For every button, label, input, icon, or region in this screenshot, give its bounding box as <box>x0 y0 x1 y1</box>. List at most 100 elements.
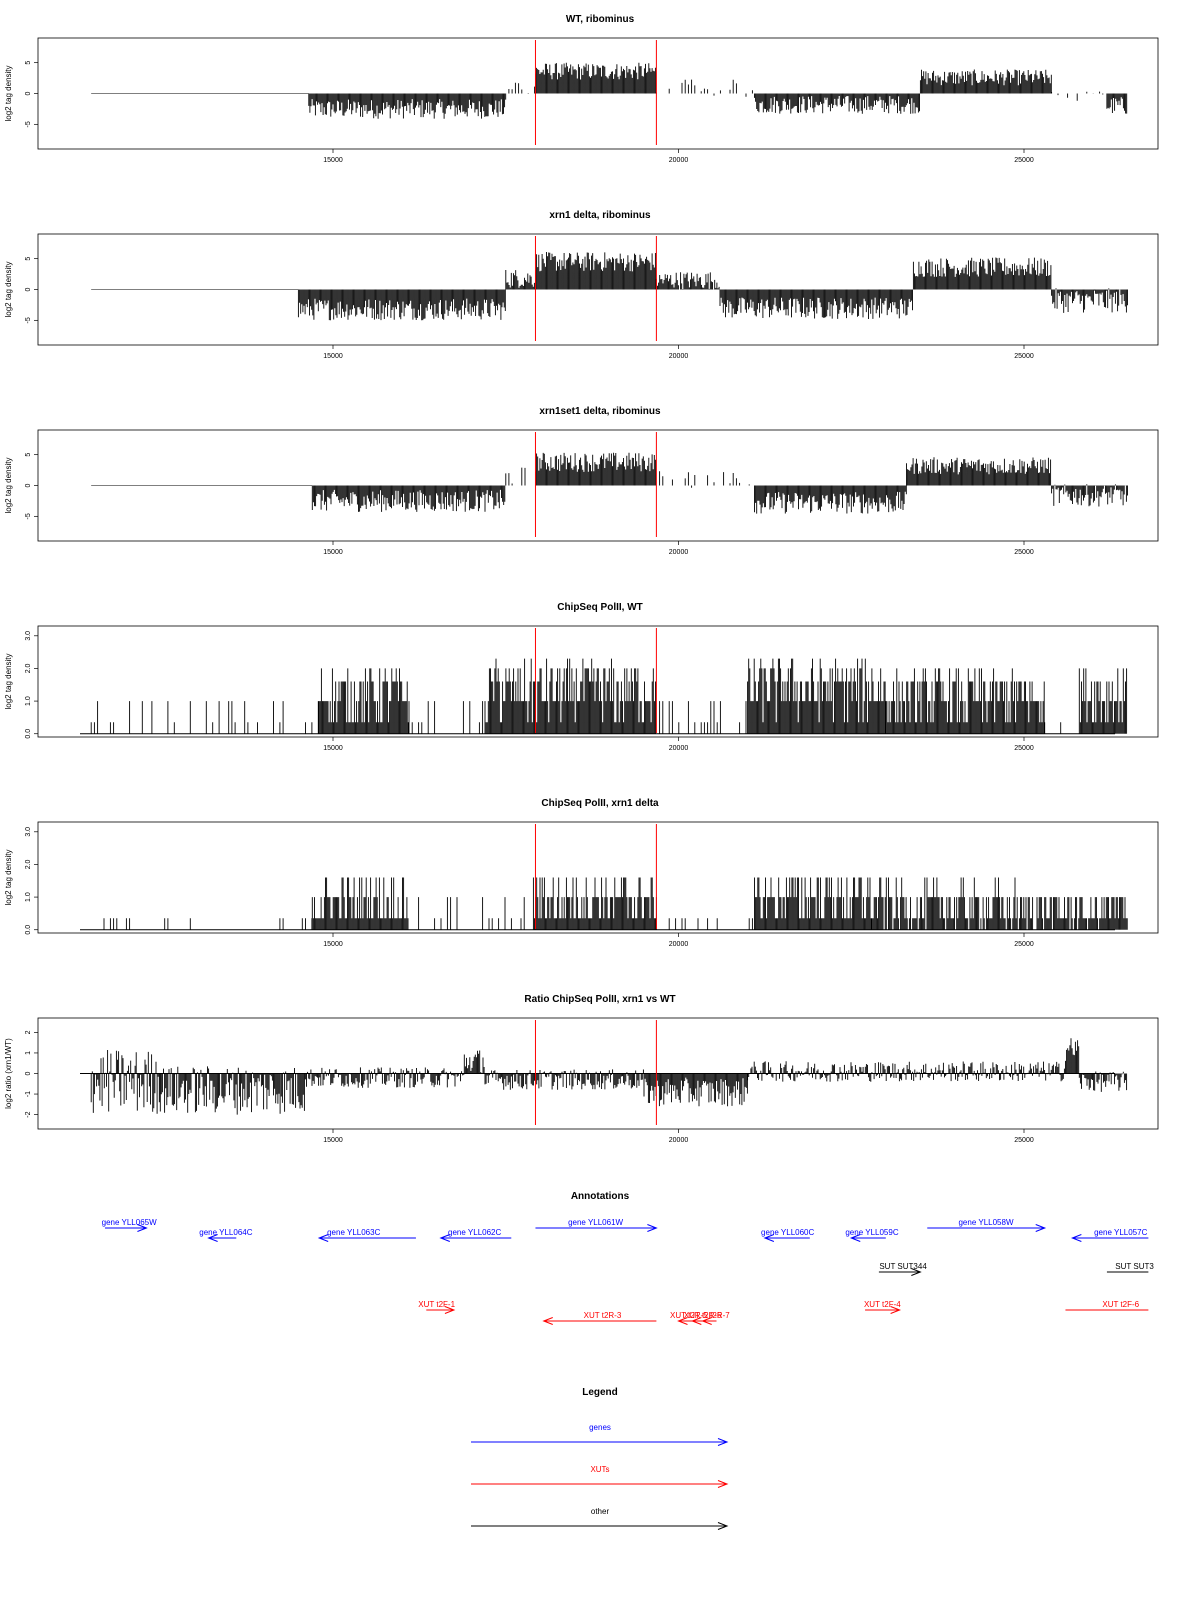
x-tick-label: 15000 <box>323 353 343 360</box>
feature-label: gene YLL060C <box>761 1228 814 1237</box>
x-axis: 15000 20000 25000 <box>323 345 1034 360</box>
y-axis: 0.0 1.0 2.0 3.0 <box>25 827 38 935</box>
y-tick-label: 5 <box>25 453 32 457</box>
panel-6: Ratio ChipSeq PolII, xrn1 vs WT log2 rati… <box>4 994 1159 1144</box>
x-tick-label: 20000 <box>669 549 689 556</box>
y-tick-label: -5 <box>25 121 32 127</box>
x-axis: 15000 20000 25000 <box>323 933 1034 948</box>
y-tick-label: -1 <box>25 1091 32 1097</box>
feature-label: XUT t2R-5 <box>670 1311 708 1320</box>
feature-label: gene YLL061W <box>568 1218 623 1227</box>
panel-2: xrn1 delta, ribominus log2 tag density -5 0… <box>4 210 1159 360</box>
feature-label: t2R-7 <box>710 1311 730 1320</box>
x-tick-label: 15000 <box>323 941 343 948</box>
data-bars <box>311 452 1128 514</box>
legend-label: genes <box>589 1423 611 1432</box>
y-tick-label: 1.0 <box>25 696 32 706</box>
x-tick-label: 25000 <box>1014 941 1034 948</box>
x-tick-label: 15000 <box>323 1137 343 1144</box>
legend-line <box>471 1438 729 1446</box>
feature-label: gene YLL058W <box>958 1218 1013 1227</box>
panel-title: ChipSeq PolII, WT <box>557 602 643 613</box>
feature-arrow <box>763 1234 810 1242</box>
feature-arrow <box>317 1234 416 1242</box>
y-tick-label: -5 <box>25 317 32 323</box>
feature-label: XUT t2F-6 <box>1102 1300 1139 1309</box>
legend-line <box>471 1480 729 1488</box>
panel-title: Ratio ChipSeq PolII, xrn1 vs WT <box>524 994 675 1005</box>
y-axis: -5 0 5 <box>25 257 38 323</box>
feature-arrow <box>1070 1234 1149 1242</box>
legend-line <box>471 1522 729 1530</box>
feature-label: XUT t2R-6 <box>684 1311 722 1320</box>
y-tick-label: 0 <box>25 1071 32 1075</box>
panel-title: WT, ribominus <box>566 14 635 25</box>
legend-label: other <box>591 1507 610 1516</box>
feature-label: SUT SUT3 <box>1115 1262 1154 1271</box>
feature-arrow <box>426 1306 456 1314</box>
x-tick-label: 25000 <box>1014 157 1034 164</box>
x-tick-label: 20000 <box>669 1137 689 1144</box>
panel-title: xrn1 delta, ribominus <box>549 210 651 221</box>
y-tick-label: 5 <box>25 257 32 261</box>
feature-arrow <box>535 1224 658 1232</box>
y-tick-label: 0 <box>25 287 32 291</box>
legend-title: Legend <box>582 1387 618 1398</box>
feature-label: XUT t2R-3 <box>584 1311 622 1320</box>
feature-arrow <box>104 1224 148 1232</box>
y-axis-label: log2 tag density <box>4 457 13 513</box>
y-axis-label: log2 tag density <box>4 653 13 709</box>
panel-1: WT, ribominus log2 tag density -5 0 5 15000 20… <box>4 14 1159 164</box>
y-tick-label: 0.0 <box>25 925 32 935</box>
x-tick-label: 20000 <box>669 353 689 360</box>
feature-label: gene YLL062C <box>448 1228 501 1237</box>
y-tick-label: 2.0 <box>25 663 32 673</box>
feature-label: XUT t2F-4 <box>864 1300 901 1309</box>
x-axis: 15000 20000 25000 <box>323 1129 1034 1144</box>
panel-4: ChipSeq PolII, WT log2 tag density 0.0 1.0 2… <box>4 602 1159 752</box>
y-tick-label: 0 <box>25 91 32 95</box>
feature-label: gene YLL059C <box>845 1228 898 1237</box>
legend: Legend genes XUTs other <box>471 1387 729 1530</box>
annotations-track: Annotations gene YLL065W gene YLL064C gene … <box>102 1191 1154 1325</box>
data-bars <box>90 658 1128 734</box>
feature-arrow <box>927 1224 1047 1232</box>
feature-label: gene YLL064C <box>199 1228 252 1237</box>
y-tick-label: 2 <box>25 1030 32 1034</box>
y-axis: -5 0 5 <box>25 61 38 127</box>
feature-arrow <box>542 1317 657 1325</box>
y-axis-label: log2 tag density <box>4 849 13 905</box>
feature-label: gene YLL063C <box>327 1228 380 1237</box>
y-axis: 0.0 1.0 2.0 3.0 <box>25 631 38 739</box>
y-tick-label: 3.0 <box>25 827 32 837</box>
x-tick-label: 15000 <box>323 549 343 556</box>
plot-frame <box>37 821 1159 934</box>
x-tick-label: 20000 <box>669 941 689 948</box>
x-tick-label: 25000 <box>1014 549 1034 556</box>
panel-title: ChipSeq PolII, xrn1 delta <box>541 798 659 809</box>
data-bars <box>308 62 1128 119</box>
y-tick-label: 3.0 <box>25 631 32 641</box>
y-axis: -5 0 5 <box>25 453 38 519</box>
feature-arrow <box>849 1234 886 1242</box>
legend-label: XUTs <box>590 1465 609 1474</box>
x-axis: 15000 20000 25000 <box>323 737 1034 752</box>
y-tick-label: 2.0 <box>25 859 32 869</box>
x-tick-label: 15000 <box>323 745 343 752</box>
plot-frame <box>37 625 1159 738</box>
data-bars <box>103 877 1128 930</box>
x-tick-label: 25000 <box>1014 745 1034 752</box>
y-tick-label: -5 <box>25 513 32 519</box>
feature-arrow <box>865 1306 901 1314</box>
feature-label: gene YLL065W <box>102 1218 157 1227</box>
y-tick-label: 0 <box>25 483 32 487</box>
feature-arrow <box>878 1268 922 1276</box>
y-axis-label: log2 tag density <box>4 65 13 121</box>
x-axis: 15000 20000 25000 <box>323 541 1034 556</box>
panel-title: xrn1set1 delta, ribominus <box>539 406 661 417</box>
data-bars <box>297 252 1128 321</box>
y-tick-label: 1.0 <box>25 892 32 902</box>
y-axis-label: log2 tag density <box>4 261 13 317</box>
y-axis-label: log2 ratio (xrn1/WT) <box>4 1038 13 1109</box>
